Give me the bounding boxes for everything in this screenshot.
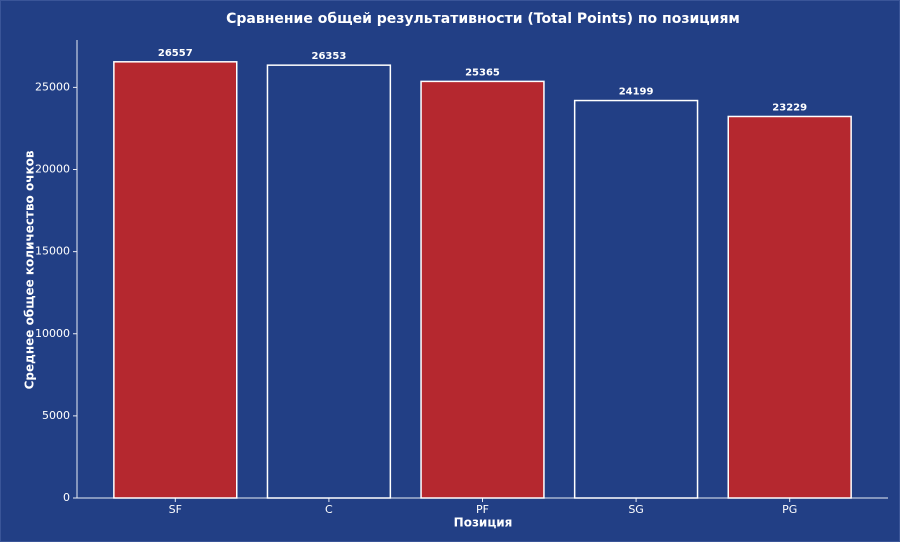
y-tick-label: 15000: [35, 245, 70, 258]
y-tick-label: 5000: [42, 409, 70, 422]
x-tick-label: PF: [476, 503, 489, 516]
bar: [573, 99, 699, 499]
bar: [727, 115, 852, 499]
y-axis-label: Среднее общее количество очков: [23, 150, 37, 389]
value-label: 23229: [772, 102, 807, 113]
x-axis-label: Позиция: [454, 516, 513, 530]
bar: [266, 64, 392, 499]
y-tick-label: 25000: [35, 80, 70, 93]
x-tick-label: SG: [628, 503, 644, 516]
value-label: 25365: [465, 67, 500, 78]
y-tick-label: 20000: [35, 163, 70, 176]
x-tick-label: SF: [169, 503, 182, 516]
value-label: 26557: [158, 48, 193, 59]
value-label: 24199: [619, 87, 654, 98]
chart-title: Сравнение общей результативности (Total …: [226, 11, 740, 27]
x-tick-label: C: [325, 503, 333, 516]
y-tick-label: 0: [63, 491, 70, 504]
y-tick-label: 10000: [35, 327, 70, 340]
x-tick-label: PG: [782, 503, 797, 516]
value-label: 26353: [312, 51, 347, 62]
bar: [113, 61, 238, 499]
bar: [420, 80, 545, 499]
